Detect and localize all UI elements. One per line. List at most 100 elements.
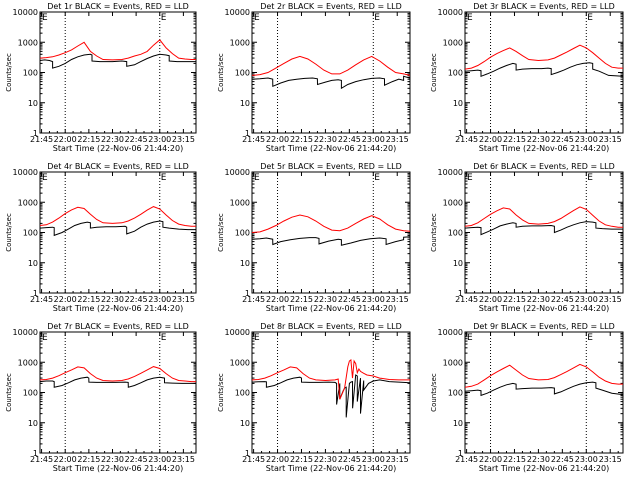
y-tick-label: 10000	[225, 168, 250, 177]
x-tick-label: 22:00	[266, 135, 289, 144]
x-tick-label: 22:30	[101, 135, 124, 144]
x-axis-label: Start Time (22-Nov-06 21:44:20)	[479, 304, 609, 313]
x-tick-label: 23:15	[172, 295, 195, 304]
x-tick-label: 22:00	[479, 135, 502, 144]
x-axis-label: Start Time (22-Nov-06 21:44:20)	[479, 464, 609, 473]
x-tick-label: 21:45	[30, 295, 53, 304]
x-tick-label: 23:15	[599, 295, 622, 304]
events-series-line	[252, 236, 410, 246]
corner-mark-left: E	[467, 333, 473, 343]
y-tick-label: 10000	[438, 328, 463, 337]
y-tick-label: 10000	[225, 328, 250, 337]
y-axis-label: Counts/sec	[430, 373, 438, 412]
y-tick-label: 1	[33, 449, 38, 458]
x-tick-label: 22:45	[338, 295, 361, 304]
events-series-line	[252, 75, 410, 90]
series-group	[252, 358, 410, 418]
x-tick-label: 21:45	[30, 455, 53, 464]
x-tick-label: 22:00	[479, 455, 502, 464]
plot-frame	[251, 11, 411, 134]
x-axis-label: Start Time (22-Nov-06 21:44:20)	[53, 464, 183, 473]
y-tick-label: 10	[453, 259, 463, 268]
series-group	[252, 214, 410, 246]
x-tick-label: 23:00	[362, 295, 385, 304]
y-tick-label: 1000	[230, 358, 250, 367]
x-tick-label: 21:45	[30, 135, 53, 144]
x-tick-label: 22:00	[479, 295, 502, 304]
corner-mark-right: E	[587, 13, 593, 23]
corner-mark-right: E	[374, 13, 380, 23]
x-tick-label: 22:15	[77, 135, 100, 144]
x-tick-label: 23:15	[386, 455, 409, 464]
x-tick-label: 22:30	[101, 295, 124, 304]
lld-series-line	[465, 363, 623, 388]
corner-mark-right: E	[374, 173, 380, 183]
chart-title: Det 1r BLACK = Events, RED = LLD	[47, 2, 189, 11]
y-tick-label: 10000	[438, 168, 463, 177]
x-tick-label: 23:00	[362, 135, 385, 144]
y-tick-label: 1	[33, 289, 38, 298]
events-series-line	[40, 53, 196, 69]
chart-title: Det 5r BLACK = Events, RED = LLD	[260, 162, 402, 171]
series-group	[40, 206, 196, 237]
x-tick-label: 21:45	[455, 455, 478, 464]
events-series-line	[465, 62, 623, 78]
x-tick-label: 22:15	[503, 455, 526, 464]
x-tick-label: 22:00	[266, 455, 289, 464]
x-tick-label: 22:15	[77, 295, 100, 304]
x-axis-label: Start Time (22-Nov-06 21:44:20)	[266, 304, 396, 313]
y-tick-label: 100	[448, 69, 463, 78]
corner-mark-right: E	[587, 173, 593, 183]
x-tick-label: 23:00	[148, 135, 171, 144]
corner-mark-left: E	[467, 13, 473, 23]
x-tick-label: 21:45	[242, 135, 265, 144]
events-series-line	[252, 374, 410, 418]
chart-title: Det 4r BLACK = Events, RED = LLD	[47, 162, 189, 171]
x-tick-label: 23:00	[575, 295, 598, 304]
y-tick-label: 1	[245, 449, 250, 458]
y-tick-label: 1	[245, 289, 250, 298]
plot-frame	[39, 11, 197, 134]
x-tick-label: 22:15	[503, 135, 526, 144]
x-axis-label: Start Time (22-Nov-06 21:44:20)	[479, 144, 609, 153]
corner-mark-right: E	[587, 333, 593, 343]
x-tick-label: 22:45	[338, 135, 361, 144]
y-tick-label: 100	[235, 229, 250, 238]
x-tick-label: 23:00	[148, 295, 171, 304]
x-tick-label: 22:00	[54, 135, 77, 144]
x-tick-label: 22:00	[54, 295, 77, 304]
corner-mark-left: E	[467, 173, 473, 183]
x-tick-label: 22:30	[101, 455, 124, 464]
x-tick-label: 21:45	[455, 295, 478, 304]
x-tick-label: 22:30	[527, 135, 550, 144]
corner-mark-left: E	[254, 13, 260, 23]
series-group	[465, 44, 623, 78]
corner-mark-left: E	[42, 173, 48, 183]
chart-title: Det 7r BLACK = Events, RED = LLD	[47, 322, 189, 331]
events-series-line	[40, 220, 196, 237]
series-group	[40, 366, 196, 388]
y-tick-label: 10000	[438, 8, 463, 17]
x-tick-label: 22:45	[125, 455, 148, 464]
lld-series-line	[252, 214, 410, 233]
y-tick-label: 1000	[18, 358, 38, 367]
series-group	[252, 55, 410, 90]
y-axis-label: Counts/sec	[5, 213, 13, 252]
x-tick-label: 22:30	[527, 455, 550, 464]
x-tick-label: 23:00	[362, 455, 385, 464]
x-tick-label: 22:00	[54, 455, 77, 464]
x-tick-label: 23:00	[148, 455, 171, 464]
plot-frame	[464, 11, 624, 134]
corner-mark-right: E	[374, 333, 380, 343]
y-tick-label: 10000	[13, 328, 38, 337]
x-tick-label: 22:15	[290, 295, 313, 304]
x-tick-label: 22:45	[551, 295, 574, 304]
x-tick-label: 23:15	[172, 455, 195, 464]
x-tick-label: 23:15	[386, 295, 409, 304]
events-series-line	[40, 376, 196, 388]
